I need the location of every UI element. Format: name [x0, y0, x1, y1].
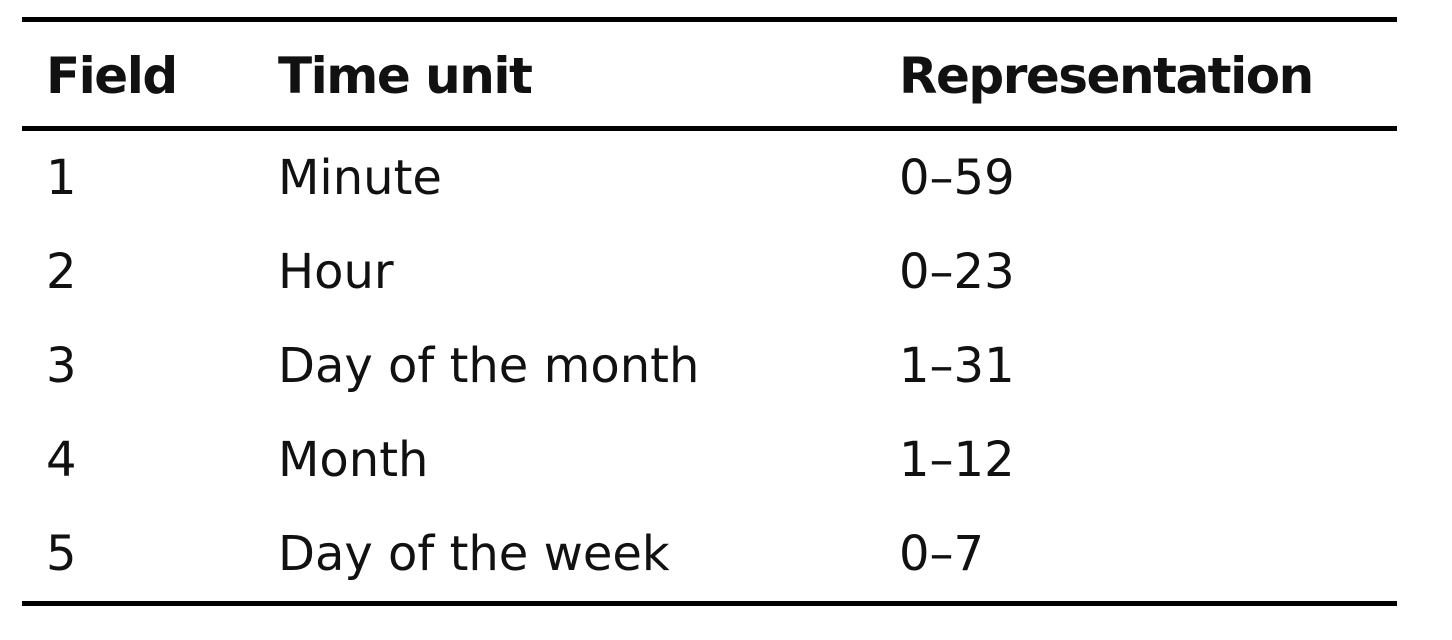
cell-field: 3 [46, 338, 77, 394]
cell-representation: 1–31 [899, 338, 1015, 394]
cell-field: 5 [46, 526, 77, 582]
header-field: Field [22, 19, 254, 131]
cron-fields-table-container: Field Time unit Representation 1 Minute … [22, 17, 1397, 606]
cron-fields-table: Field Time unit Representation 1 Minute … [22, 17, 1397, 606]
cell-time-unit: Month [278, 432, 429, 488]
table-row: 2 Hour 0–23 [22, 225, 1397, 319]
header-time-unit: Time unit [254, 19, 875, 131]
table-header: Field Time unit Representation [22, 19, 1397, 131]
cell-field: 2 [46, 244, 77, 300]
cell-time-unit: Hour [278, 244, 394, 300]
cell-representation: 0–7 [899, 526, 985, 582]
cell-representation: 0–59 [899, 150, 1015, 206]
cell-time-unit: Day of the week [278, 526, 670, 582]
table-row: 4 Month 1–12 [22, 413, 1397, 507]
cell-field: 4 [46, 432, 77, 488]
table-row: 3 Day of the month 1–31 [22, 319, 1397, 413]
table-row: 1 Minute 0–59 [22, 129, 1397, 226]
cell-representation: 0–23 [899, 244, 1015, 300]
cell-field: 1 [46, 150, 77, 206]
cell-time-unit: Minute [278, 150, 442, 206]
table-body: 1 Minute 0–59 2 Hour 0–23 3 Day of the m… [22, 129, 1397, 604]
cell-representation: 1–12 [899, 432, 1015, 488]
header-representation: Representation [875, 19, 1397, 131]
cell-time-unit: Day of the month [278, 338, 700, 394]
table-row: 5 Day of the week 0–7 [22, 507, 1397, 604]
header-row: Field Time unit Representation [22, 19, 1397, 131]
